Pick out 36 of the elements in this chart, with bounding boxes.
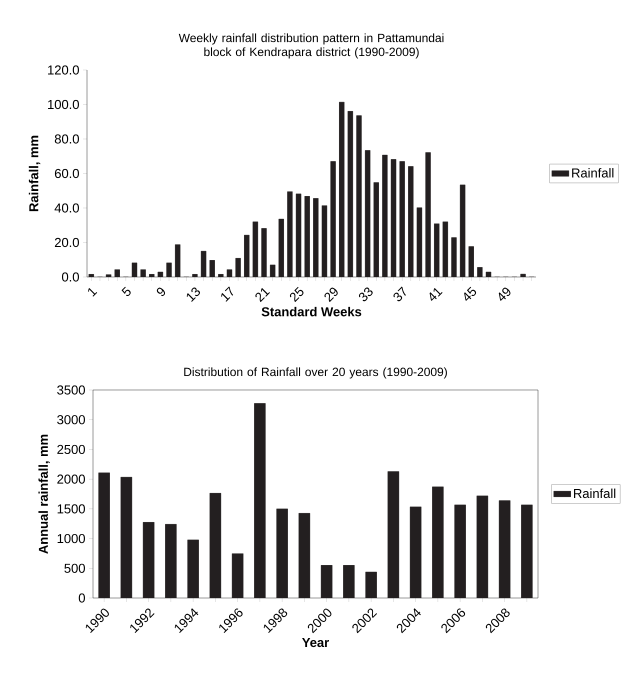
y-tick-label: 0 — [78, 593, 85, 603]
y-tick-label: 20.0 — [54, 238, 79, 248]
x-tick-label: 17 — [221, 286, 234, 302]
y-tick-label: 40.0 — [54, 203, 79, 213]
y-tick-label: 2000 — [57, 474, 85, 484]
legend-label: Rainfall — [574, 488, 616, 498]
x-tick-label: 5 — [122, 286, 131, 296]
x-tick-label: 49 — [498, 288, 510, 301]
x-tick-label: 9 — [156, 288, 166, 296]
y-tick-label: 2500 — [57, 444, 85, 454]
y-tick-label: 80.0 — [54, 134, 79, 144]
x-axis-title: Standard Weeks — [262, 306, 362, 316]
x-tick-label: 1 — [88, 288, 98, 297]
x-tick-label: 29 — [324, 288, 338, 302]
x-tick-label: 25 — [290, 286, 304, 302]
y-tick-label: 120.0 — [48, 65, 79, 75]
x-axis-title: Year — [302, 638, 329, 648]
x-tick-label: 13 — [186, 288, 200, 302]
y-tick-label: 60.0 — [54, 168, 79, 178]
y-tick-label: 100.0 — [48, 100, 79, 110]
y-axis-title: Annual rainfall, mm — [38, 434, 50, 554]
y-tick-label: 1500 — [58, 504, 85, 514]
chart-title: Weekly rainfall distribution pattern in Pattamundai block of Kendrapara district (1990-2009) — [178, 33, 444, 58]
x-tick-label: 37 — [393, 286, 406, 302]
legend-label: Rainfall — [572, 168, 614, 178]
y-tick-label: 0.0 — [62, 272, 79, 282]
y-tick-label: 1000 — [58, 534, 85, 544]
x-tick-label: 33 — [358, 288, 373, 302]
y-tick-label: 3000 — [57, 415, 85, 424]
y-axis-title: Rainfall, mm — [28, 136, 40, 212]
y-tick-label: 500 — [64, 564, 85, 573]
x-tick-label: 45 — [464, 286, 476, 301]
y-tick-label: 3500 — [57, 385, 85, 395]
x-tick-label: 41 — [430, 288, 443, 301]
x-tick-label: 21 — [255, 288, 270, 302]
chart-title: Distribution of Rainfall over 20 years (1990-2009) — [184, 367, 447, 379]
